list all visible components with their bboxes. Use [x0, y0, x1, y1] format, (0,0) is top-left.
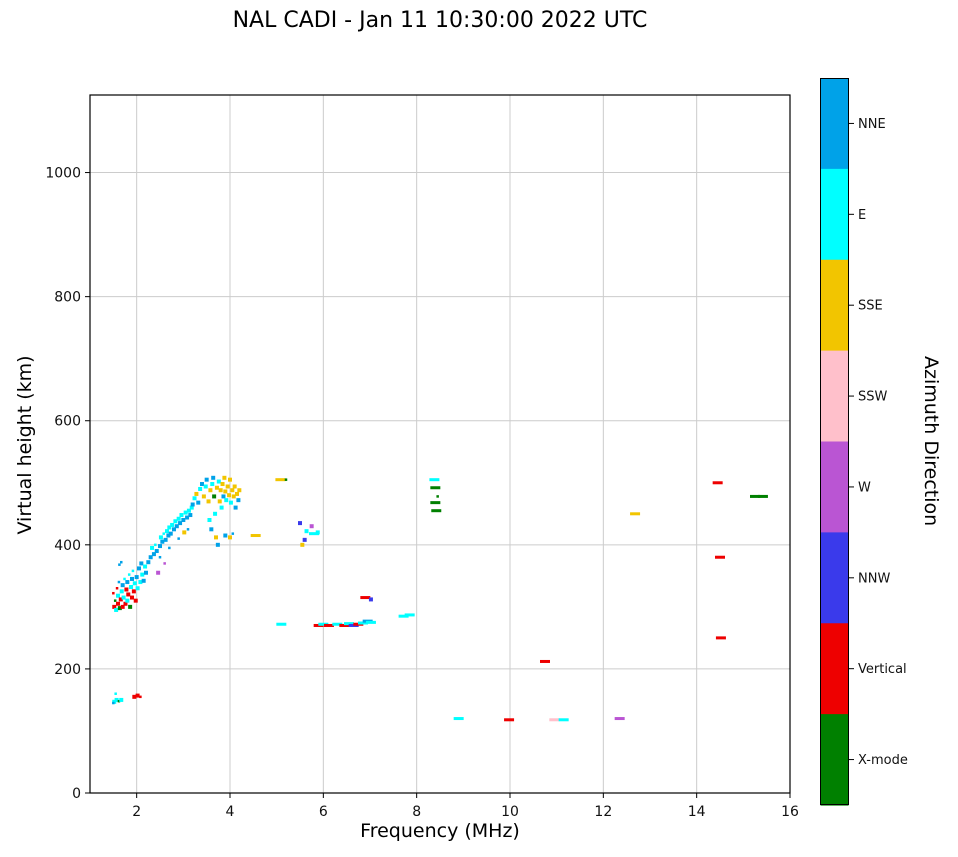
svg-text:W: W [858, 480, 871, 495]
svg-text:E: E [858, 208, 866, 223]
svg-text:1000: 1000 [45, 166, 81, 182]
svg-text:0: 0 [72, 786, 81, 802]
svg-text:4: 4 [226, 804, 235, 820]
azimuth-direction-colorbar: NNE E SSE SSW W NNW Vertical X-mode [820, 78, 908, 806]
svg-text:Vertical: Vertical [858, 662, 907, 677]
svg-text:12: 12 [594, 804, 612, 820]
y-axis-label: Virtual height (km) [14, 355, 36, 535]
x-axis-label: Frequency (MHz) [360, 820, 520, 842]
colorbar-title: Azimuth Direction [920, 356, 942, 527]
svg-text:8: 8 [412, 804, 421, 820]
svg-text:X-mode: X-mode [858, 753, 908, 768]
chart-title: NAL CADI - Jan 11 10:30:00 2022 UTC [232, 8, 648, 33]
svg-text:2: 2 [132, 804, 141, 820]
svg-text:800: 800 [54, 290, 81, 306]
svg-text:NNW: NNW [858, 571, 890, 586]
svg-text:6: 6 [319, 804, 328, 820]
svg-text:400: 400 [54, 538, 81, 554]
svg-text:10: 10 [501, 804, 519, 820]
svg-text:SSE: SSE [858, 299, 883, 314]
svg-text:600: 600 [54, 414, 81, 430]
svg-text:SSW: SSW [858, 390, 888, 405]
svg-text:NNE: NNE [858, 117, 886, 132]
svg-text:16: 16 [781, 804, 799, 820]
svg-text:14: 14 [688, 804, 706, 820]
svg-text:200: 200 [54, 662, 81, 678]
